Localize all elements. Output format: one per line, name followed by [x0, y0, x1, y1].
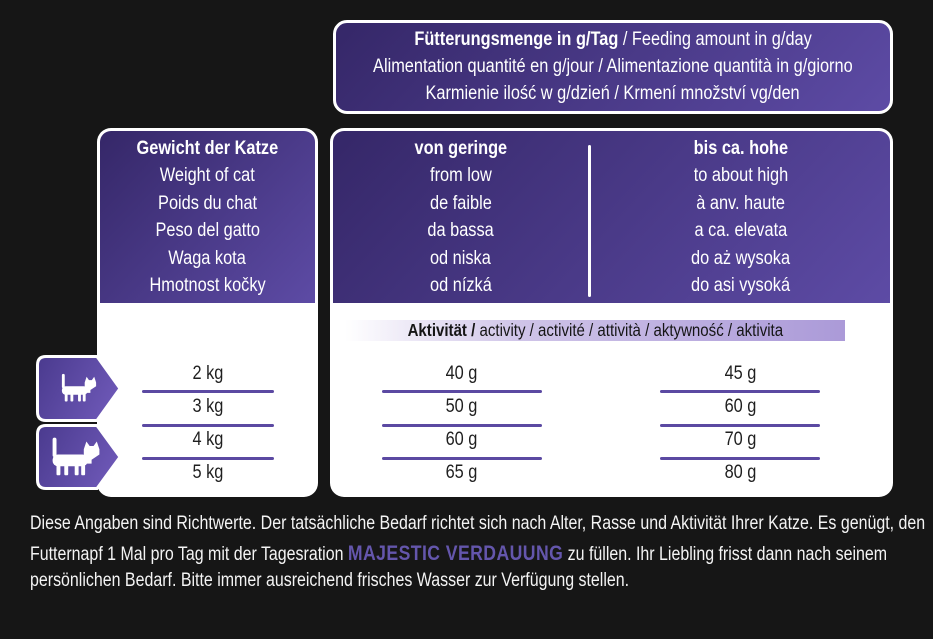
high-value-4kg: 70 g: [724, 429, 756, 450]
row-divider: [660, 423, 820, 427]
title-line-3: Karmienie ilość w g/dzień / Krmení množs…: [425, 83, 801, 104]
row-divider: [660, 456, 820, 460]
amounts-table-box: von geringe from low de faible da bassa …: [330, 128, 893, 497]
weight-column-header: Gewicht der Katze Weight of cat Poids du…: [100, 131, 315, 303]
weight-row-3kg: 3 kg: [192, 396, 223, 417]
cat-large-icon: [36, 424, 122, 490]
activity-label: Aktivität / activity / activité / attivi…: [407, 319, 783, 340]
weight-label-de: Gewicht der Katze: [136, 137, 279, 159]
low-value-5kg: 65 g: [445, 461, 478, 483]
high-value-3kg: 60 g: [724, 396, 756, 417]
note-line-3: persönlichen Bedarf. Bitte immer ausreic…: [30, 570, 630, 591]
title-en: / Feeding amount in g/day: [618, 29, 812, 50]
weight-label-fr: Poids du chat: [157, 192, 258, 214]
title-line-2: Alimentation quantité en g/jour / Alimen…: [373, 56, 853, 77]
feeding-amount-title-box: Fütterungsmenge in g/Tag / Feeding amoun…: [333, 20, 893, 114]
cat-small-icon: [36, 355, 122, 422]
weight-label-cz: Hmotnost kočky: [149, 275, 266, 297]
row-divider: [141, 423, 274, 427]
high-value-5kg: 80 g: [724, 461, 756, 483]
weight-values: 2 kg 3 kg 4 kg 5 kg: [100, 303, 315, 494]
high-activity-values: 45 g 60 g 70 g 80 g: [590, 358, 890, 492]
weight-label-pl: Waga kota: [168, 247, 247, 269]
title-line-1: Fütterungsmenge in g/Tag / Feeding amoun…: [382, 27, 844, 54]
right-gradient-arrow-icon: [345, 320, 845, 341]
note-line-1: Diese Angaben sind Richtwerte. Der tatsä…: [30, 513, 926, 534]
weight-row-4kg: 4 kg: [192, 429, 223, 450]
weight-label-it: Peso del gatto: [155, 220, 260, 242]
feeding-note: Diese Angaben sind Richtwerte. Der tatsä…: [30, 513, 926, 599]
brand-name: MAJESTIC VERDAUUNG: [347, 541, 564, 565]
weight-label-en: Weight of cat: [159, 165, 256, 187]
low-value-4kg: 60 g: [445, 429, 478, 450]
low-value-2kg: 40 g: [445, 362, 478, 384]
weight-row-2kg: 2 kg: [192, 362, 223, 384]
row-divider: [660, 390, 820, 393]
activity-arrow-row: Aktivität / activity / activité / attivi…: [333, 303, 890, 358]
header-column-divider: [588, 145, 591, 297]
weight-row-5kg: 5 kg: [192, 461, 223, 483]
amounts-header: von geringe from low de faible da bassa …: [333, 131, 890, 303]
row-divider: [141, 390, 274, 393]
high-value-2kg: 45 g: [724, 362, 756, 384]
low-activity-header: von geringe from low de faible da bassa …: [414, 137, 507, 297]
note-line-2: Futternapf 1 Mal pro Tag mit der Tagesra…: [30, 541, 888, 565]
high-activity-header: bis ca. hohe to about high à anv. haute …: [690, 137, 791, 297]
row-divider: [381, 423, 542, 427]
weight-column-box: Gewicht der Katze Weight of cat Poids du…: [97, 128, 318, 497]
title-de: Fütterungsmenge in g/Tag: [414, 29, 619, 50]
row-divider: [141, 456, 274, 460]
low-activity-values: 40 g 50 g 60 g 65 g: [333, 358, 590, 492]
amounts-values: Aktivität / activity / activité / attivi…: [333, 303, 890, 494]
row-divider: [381, 390, 542, 393]
low-value-3kg: 50 g: [445, 396, 478, 417]
row-divider: [381, 456, 542, 460]
